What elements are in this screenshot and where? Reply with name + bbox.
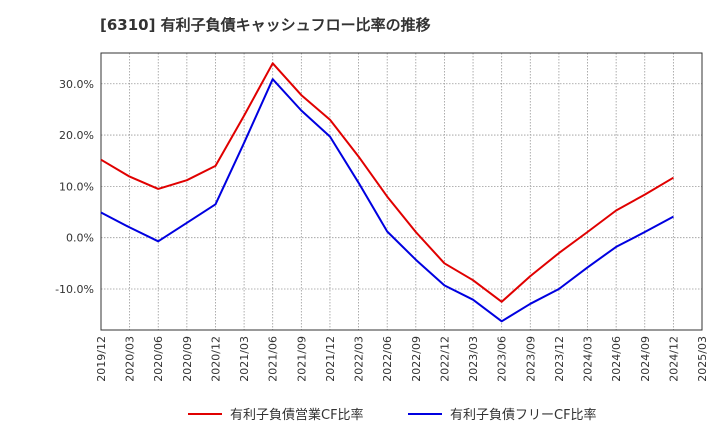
x-tick-label: 2022/06: [381, 336, 394, 382]
x-tick-label: 2022/09: [410, 336, 423, 382]
series-line-1: [100, 62, 674, 303]
x-tick-label: 2023/06: [496, 336, 509, 382]
x-tick-label: 2023/03: [467, 336, 480, 382]
y-tick-label: -10.0%: [55, 283, 94, 296]
y-tick-label: 20.0%: [59, 129, 94, 142]
x-tick-label: 2023/12: [553, 336, 566, 382]
legend-swatch-series-2: [408, 412, 442, 415]
x-tick-label: 2021/12: [324, 336, 337, 382]
legend-label-series-2: 有利子負債フリーCF比率: [450, 408, 597, 423]
x-tick-label: 2021/09: [295, 336, 308, 382]
legend-swatch-series-1: [188, 412, 222, 415]
x-tick-label: 2023/09: [524, 336, 537, 382]
y-tick-label: 10.0%: [59, 180, 94, 193]
x-tick-label: 2022/12: [438, 336, 451, 382]
x-tick-label: 2024/03: [582, 336, 595, 382]
x-tick-label: 2021/06: [267, 336, 280, 382]
x-tick-label: 2025/03: [696, 336, 709, 382]
legend: 有利子負債営業CF比率 有利子負債フリーCF比率: [0, 404, 720, 428]
series-line-2: [100, 78, 674, 323]
x-tick-label: 2024/09: [639, 336, 652, 382]
y-tick-label: 0.0%: [66, 232, 94, 245]
x-tick-label: 2020/03: [124, 336, 137, 382]
x-tick-label: 2022/03: [353, 336, 366, 382]
x-tick-label: 2020/06: [152, 336, 165, 382]
x-tick-label: 2020/12: [209, 336, 222, 382]
x-tick-label: 2024/12: [667, 336, 680, 382]
line-chart: 30.0% 20.0% 10.0% 0.0% -10.0% 2019/12 2020/03 2…: [55, 52, 709, 382]
x-tick-label: 2019/12: [95, 336, 108, 382]
chart-title: [6310] 有利子負債キャッシュフロー比率の推移: [100, 16, 431, 34]
x-tick-label: 2021/03: [238, 336, 251, 382]
legend-label-series-1: 有利子負債営業CF比率: [230, 408, 364, 423]
plot-frame: [100, 52, 703, 331]
legend-item-series-2: 有利子負債フリーCF比率: [408, 404, 597, 423]
x-tick-label: 2020/09: [181, 336, 194, 382]
legend-item-series-1: 有利子負債営業CF比率: [188, 404, 364, 423]
y-tick-label: 30.0%: [59, 78, 94, 91]
x-tick-label: 2024/06: [610, 336, 623, 382]
